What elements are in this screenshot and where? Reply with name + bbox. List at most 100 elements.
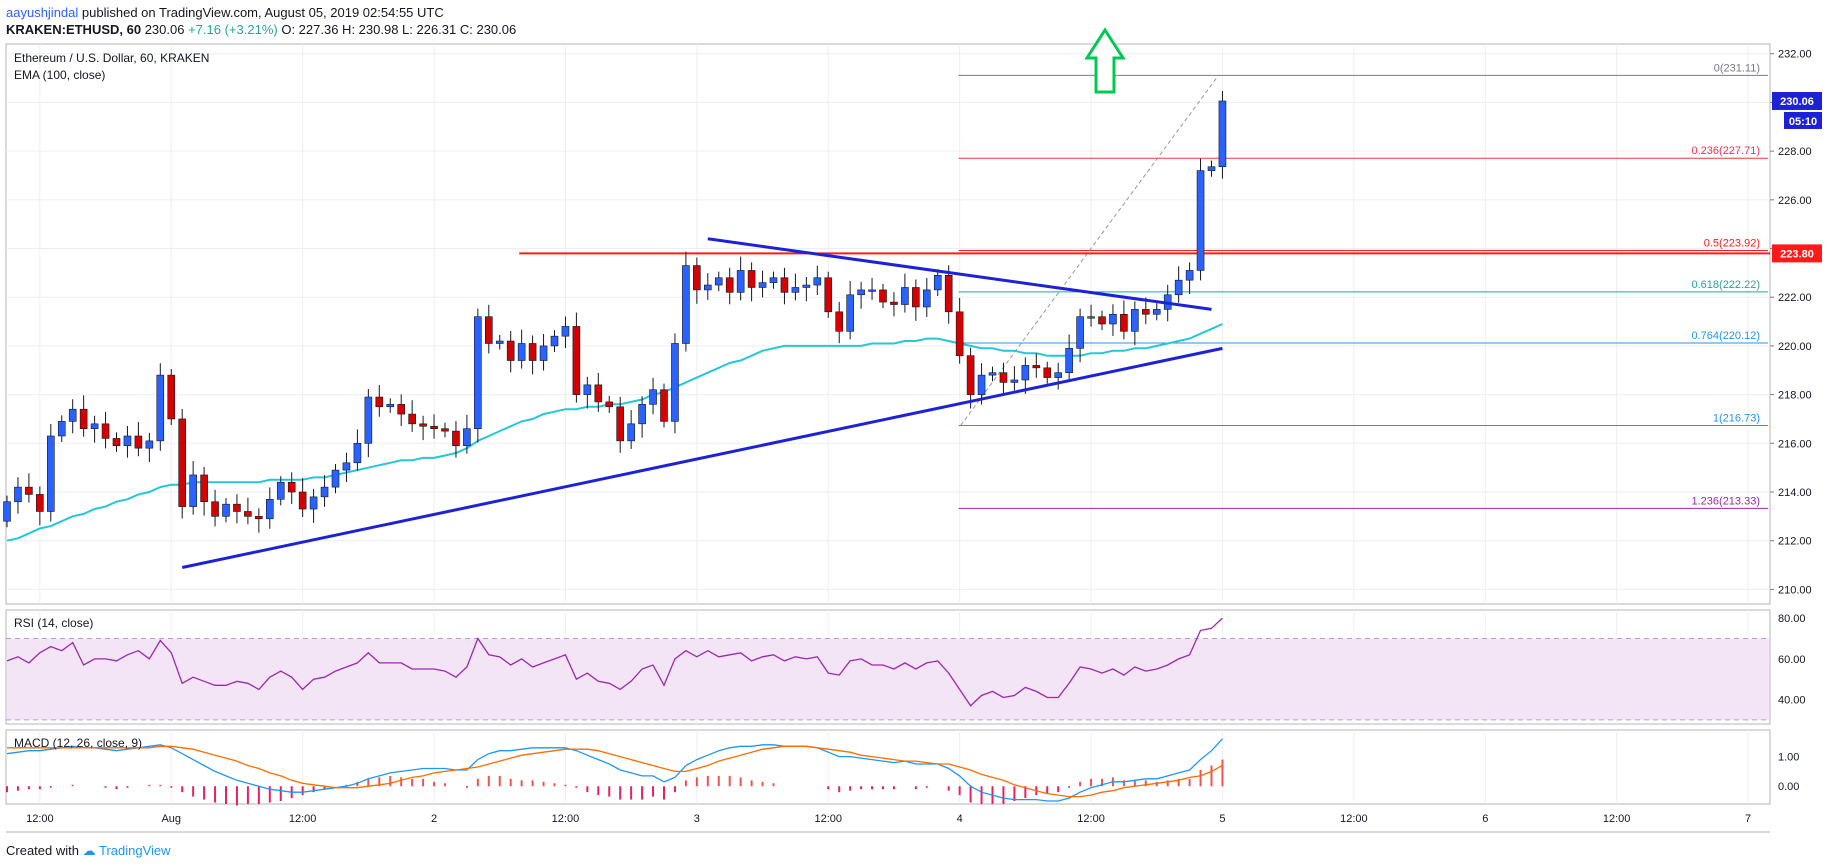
candle-body	[25, 486, 33, 495]
candle-body	[528, 343, 537, 361]
tradingview-link[interactable]: TradingView	[99, 843, 171, 858]
macd-tick-label: 0.00	[1778, 781, 1799, 793]
macd-label: MACD (12, 26, close, 9)	[14, 736, 142, 750]
candle-body	[846, 294, 854, 332]
rsi-tick-label: 40.00	[1778, 695, 1806, 707]
candle-body	[222, 503, 230, 517]
candle-body	[1218, 100, 1227, 168]
candle-body	[1207, 166, 1216, 171]
time-tick-label: 12:00	[1603, 813, 1631, 825]
candle-body	[167, 374, 176, 420]
rsi-tick-label: 60.00	[1778, 654, 1806, 666]
candle-body	[506, 340, 515, 361]
resistance-badge-label: 223.80	[1780, 248, 1814, 260]
candle-body	[868, 289, 876, 292]
candle-body	[780, 277, 789, 293]
candle-body	[36, 494, 44, 512]
candle-body	[1076, 316, 1084, 349]
candle-body	[353, 443, 362, 464]
candle-body	[474, 316, 482, 429]
candle-body	[419, 423, 427, 427]
countdown-badge	[1784, 111, 1822, 129]
rsi-band	[7, 638, 1769, 720]
time-tick-label: 7	[1745, 813, 1751, 825]
candle-body	[441, 428, 449, 432]
candle-body	[769, 277, 778, 283]
candle-body	[583, 384, 592, 395]
candle-body	[3, 501, 11, 522]
time-tick-label: 2	[431, 813, 437, 825]
candle-body	[1065, 348, 1073, 373]
time-tick-label: 6	[1482, 813, 1488, 825]
ema-indicator-label: EMA (100, close)	[14, 68, 105, 82]
chart-header: aayushjindal published on TradingView.co…	[6, 4, 516, 38]
macd-line	[6, 738, 1223, 802]
candle-body	[879, 289, 887, 303]
candle-body	[1010, 379, 1019, 383]
price-tick-label: 214.00	[1778, 487, 1812, 499]
candle-body	[1142, 309, 1150, 315]
candle-body	[57, 421, 66, 437]
fib-label: 0(231.11)	[1714, 62, 1760, 74]
candle-body	[955, 311, 964, 356]
rsi-pane-frame	[5, 609, 1771, 725]
candle-body	[999, 372, 1008, 383]
price-tick-label: 218.00	[1778, 390, 1812, 402]
time-tick-label: Aug	[161, 813, 181, 825]
candle-body	[1087, 316, 1095, 319]
candle-body	[189, 474, 197, 507]
candle-body	[682, 265, 690, 344]
tradingview-logo-icon: ☁	[82, 843, 96, 858]
published-text: published on TradingView.com, August 05,…	[81, 5, 444, 20]
candle-body	[802, 284, 811, 288]
candle-body	[101, 423, 110, 439]
candle-body	[736, 270, 745, 293]
rsi-line	[6, 617, 1223, 707]
candle-body	[988, 372, 997, 376]
ema-line	[6, 323, 1223, 542]
fib-label: 0.618(222.22)	[1692, 279, 1761, 291]
candle-body	[933, 275, 942, 291]
candle-body	[944, 275, 953, 313]
candle-body	[671, 343, 679, 422]
candle-body	[298, 491, 307, 510]
candle-body	[791, 287, 800, 293]
candle-body	[1174, 279, 1183, 296]
candle-body	[156, 374, 165, 442]
candle-body	[320, 486, 329, 498]
price-tick-label: 212.00	[1778, 536, 1812, 548]
price-pane-frame	[5, 43, 1771, 605]
countdown-badge-label: 05:10	[1789, 116, 1817, 128]
time-tick-label: 4	[957, 813, 963, 825]
time-tick-label: 12:00	[1340, 813, 1368, 825]
symbol-label: KRAKEN:ETHUSD, 60	[6, 22, 142, 37]
candle-body	[977, 374, 986, 395]
candle-body	[1021, 365, 1030, 381]
time-tick-label: 12:00	[814, 813, 842, 825]
candle-body	[244, 511, 252, 517]
up-arrow-icon	[1084, 27, 1126, 94]
fib-label: 1(216.73)	[1713, 413, 1760, 425]
candle-body	[1196, 170, 1205, 271]
candle-body	[901, 287, 909, 305]
rsi-label: RSI (14, close)	[14, 616, 93, 630]
macd-signal-line	[7, 745, 1223, 798]
candle-body	[484, 316, 493, 344]
candle-body	[1054, 372, 1062, 378]
candle-body	[331, 469, 340, 488]
footer: Created with ☁ TradingView	[6, 843, 171, 859]
candle-body	[68, 408, 77, 422]
author-link[interactable]: aayushjindal	[6, 5, 79, 20]
candle-body	[233, 503, 241, 512]
candle-body	[46, 435, 55, 512]
price-tick-label: 232.00	[1778, 49, 1812, 61]
candle-body	[255, 516, 263, 520]
candle-body	[134, 435, 143, 449]
candle-body	[430, 425, 438, 429]
candle-body	[966, 355, 975, 395]
candle-body	[1185, 270, 1194, 281]
rising-support-trendline	[181, 346, 1223, 569]
candle-body	[408, 413, 416, 425]
candle-body	[123, 435, 132, 447]
